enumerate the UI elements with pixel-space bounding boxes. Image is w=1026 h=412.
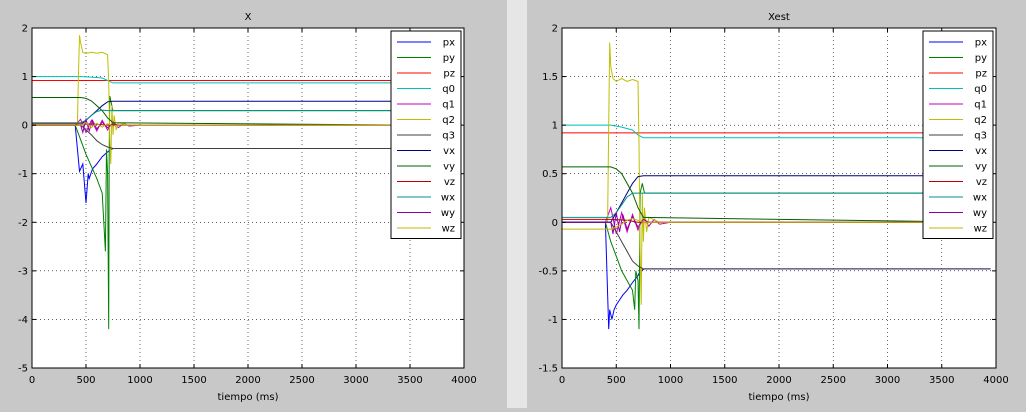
legend-label-wx: wx <box>441 193 455 204</box>
y-tick-label: 2 <box>552 24 558 35</box>
x-tick-label: 4000 <box>983 375 1008 386</box>
legend-label-q3: q3 <box>974 131 987 142</box>
x-tick-label: 3000 <box>343 375 368 386</box>
series-line-q2 <box>562 42 991 305</box>
y-tick-label: -5 <box>18 364 28 375</box>
x-tick-label: 2000 <box>766 375 791 386</box>
y-tick-label: -1 <box>18 169 28 180</box>
x-tick-label: 4000 <box>451 375 476 386</box>
x-tick-label: 2500 <box>289 375 314 386</box>
series-line-wx <box>562 192 991 218</box>
x-tick-label: 500 <box>607 375 626 386</box>
x-tick-label: 0 <box>559 375 565 386</box>
series-line-wz <box>32 122 410 129</box>
legend-label-q0: q0 <box>974 84 987 95</box>
y-tick-label: -2 <box>18 218 28 229</box>
y-tick-label: -4 <box>18 315 28 326</box>
legend-label-vz: vz <box>444 177 455 188</box>
chart-title: Xest <box>768 12 790 23</box>
legend-label-pz: pz <box>975 69 987 80</box>
series-line-q0 <box>32 76 410 84</box>
legend-label-vy: vy <box>443 162 455 173</box>
x-tick-label: 1500 <box>712 375 737 386</box>
series-line-q0 <box>562 124 991 139</box>
series-line-q3 <box>562 221 991 270</box>
y-tick-label: 1 <box>552 121 558 132</box>
y-tick-label: 0 <box>22 121 28 132</box>
legend-label-q3: q3 <box>442 131 455 142</box>
y-tick-label: -3 <box>18 266 28 277</box>
y-tick-label: 1.5 <box>542 72 558 83</box>
legend-label-wz: wz <box>974 224 987 235</box>
legend[interactable]: px py pz q0 q1 q2 q3 vx vy vz wx wy wz <box>390 30 462 239</box>
y-tick-label: -0.5 <box>538 266 558 277</box>
legend-label-vy: vy <box>975 162 987 173</box>
series-line-q2 <box>32 35 410 165</box>
y-tick-label: 1 <box>22 72 28 83</box>
legend-label-py: py <box>443 53 455 64</box>
y-tick-label: -1.5 <box>538 364 558 375</box>
x-tick-label: 3500 <box>929 375 954 386</box>
x-tick-label: 500 <box>76 375 95 386</box>
legend-label-wz: wz <box>442 224 455 235</box>
y-tick-label: 2 <box>22 24 28 35</box>
x-tick-label: 2000 <box>235 375 260 386</box>
x-tick-label: 1000 <box>658 375 683 386</box>
x-axis-label: tiempo (ms) <box>218 392 279 403</box>
x-tick-label: 1000 <box>127 375 152 386</box>
y-tick-label: 0 <box>552 218 558 229</box>
x-tick-label: 2500 <box>821 375 846 386</box>
series-line-wz <box>562 217 991 230</box>
y-tick-label: -1 <box>548 315 558 326</box>
legend-label-q0: q0 <box>442 84 455 95</box>
legend-label-q2: q2 <box>442 115 455 126</box>
series-line-wx <box>32 109 410 124</box>
chart-title: X <box>245 12 252 23</box>
legend-label-vz: vz <box>976 177 987 188</box>
x-tick-label: 0 <box>29 375 35 386</box>
x-tick-label: 3000 <box>875 375 900 386</box>
series-line-q3 <box>32 124 410 149</box>
legend[interactable]: px py pz q0 q1 q2 q3 vx vy vz wx wy wz <box>922 30 994 239</box>
legend-label-wx: wx <box>973 193 987 204</box>
chart-0: 0 500 1000 1500 2000 2500 3000 3500 4000 -5 -4 -3 -2… <box>18 12 477 403</box>
legend-label-wy: wy <box>973 208 987 219</box>
x-tick-label: 1500 <box>181 375 206 386</box>
legend-label-wy: wy <box>441 208 455 219</box>
y-tick-label: 0.5 <box>542 169 558 180</box>
series-line-vy <box>32 97 411 126</box>
legend-label-q1: q1 <box>442 100 455 111</box>
chart-1: 0 500 1000 1500 2000 2500 3000 3500 4000 -1.5 -1 -0… <box>538 12 1008 403</box>
legend-label-q2: q2 <box>974 115 987 126</box>
x-axis-label: tiempo (ms) <box>749 392 810 403</box>
legend-label-py: py <box>975 53 987 64</box>
legend-label-vx: vx <box>443 146 455 157</box>
x-tick-label: 3500 <box>397 375 422 386</box>
legend-label-px: px <box>975 38 987 49</box>
legend-label-vx: vx <box>975 146 987 157</box>
series-line-vy <box>562 166 991 223</box>
legend-label-px: px <box>443 38 455 49</box>
legend-label-q1: q1 <box>974 100 987 111</box>
legend-label-pz: pz <box>443 69 455 80</box>
series-line-py <box>562 183 991 330</box>
